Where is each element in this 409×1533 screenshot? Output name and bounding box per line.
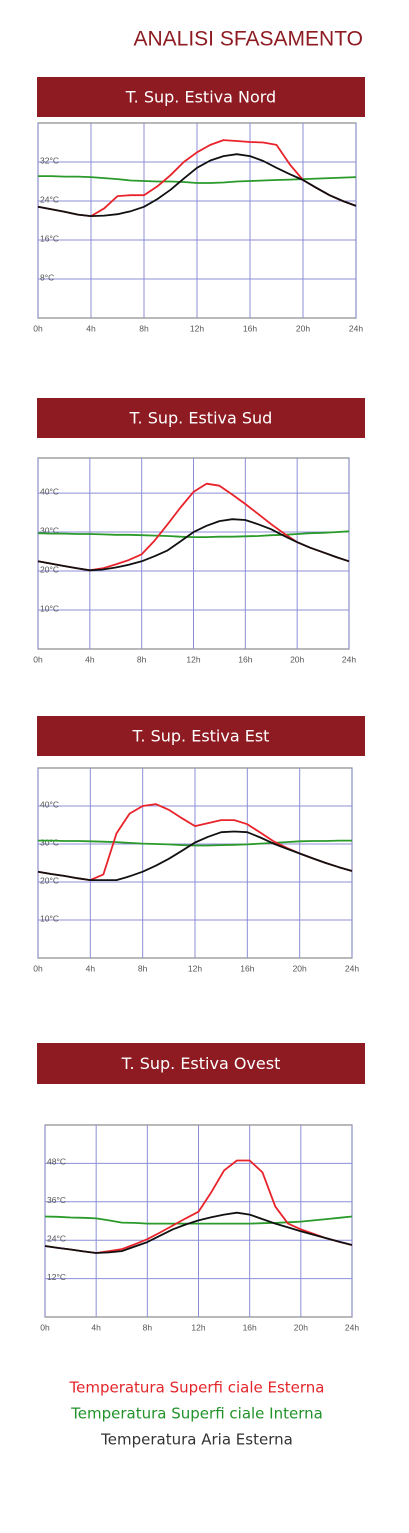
chart-title: T. Sup. Estiva Sud bbox=[129, 409, 273, 428]
legend-entry: Temperatura Superfi ciale Interna bbox=[70, 1405, 323, 1423]
series-line bbox=[37, 518, 350, 572]
series-line bbox=[37, 530, 350, 538]
legend-entry: Temperatura Aria Esterna bbox=[100, 1431, 293, 1449]
x-tick-label: 24h bbox=[342, 654, 356, 664]
y-tick-label: 40°C bbox=[40, 799, 59, 809]
x-tick-label: 20h bbox=[293, 963, 307, 973]
x-tick-label: 16h bbox=[243, 323, 257, 333]
chart-title: T. Sup. Estiva Est bbox=[132, 727, 270, 746]
x-tick-label: 20h bbox=[294, 1322, 308, 1332]
x-tick-label: 8h bbox=[138, 963, 148, 973]
chart-header bbox=[37, 398, 365, 438]
series-line bbox=[37, 830, 353, 881]
x-tick-label: 12h bbox=[188, 963, 202, 973]
x-tick-label: 0h bbox=[33, 963, 43, 973]
x-tick-label: 12h bbox=[191, 1322, 205, 1332]
x-tick-label: 4h bbox=[85, 654, 95, 664]
x-tick-label: 0h bbox=[40, 1322, 50, 1332]
x-tick-label: 16h bbox=[238, 654, 252, 664]
y-tick-label: 30°C bbox=[40, 837, 59, 847]
x-tick-label: 0h bbox=[33, 654, 43, 664]
y-tick-label: 16°C bbox=[40, 233, 59, 243]
x-tick-label: 0h bbox=[33, 323, 43, 333]
y-tick-label: 40°C bbox=[40, 486, 59, 496]
y-tick-label: 30°C bbox=[40, 525, 59, 535]
chart-title: T. Sup. Estiva Nord bbox=[125, 88, 276, 107]
chart-header bbox=[37, 77, 365, 117]
x-tick-label: 8h bbox=[139, 323, 149, 333]
x-tick-label: 16h bbox=[243, 1322, 257, 1332]
y-tick-label: 24°C bbox=[47, 1233, 66, 1243]
x-tick-label: 8h bbox=[137, 654, 147, 664]
x-tick-label: 24h bbox=[345, 1322, 359, 1332]
y-tick-label: 20°C bbox=[40, 875, 59, 885]
chart-title: T. Sup. Estiva Ovest bbox=[121, 1054, 281, 1073]
x-tick-label: 24h bbox=[345, 963, 359, 973]
y-tick-label: 32°C bbox=[40, 155, 59, 165]
y-tick-label: 8°C bbox=[40, 272, 54, 282]
x-tick-label: 20h bbox=[296, 323, 310, 333]
x-tick-label: 12h bbox=[186, 654, 200, 664]
x-tick-label: 24h bbox=[349, 323, 363, 333]
page-title: ANALISI SFASAMENTO bbox=[133, 28, 363, 51]
chart-header bbox=[37, 716, 365, 756]
x-tick-label: 4h bbox=[86, 323, 96, 333]
series-line bbox=[44, 1211, 353, 1254]
y-tick-label: 36°C bbox=[47, 1195, 66, 1205]
y-tick-label: 48°C bbox=[47, 1157, 66, 1167]
y-tick-label: 10°C bbox=[40, 603, 59, 613]
y-tick-label: 10°C bbox=[40, 913, 59, 923]
x-tick-label: 20h bbox=[290, 654, 304, 664]
x-tick-label: 4h bbox=[91, 1322, 101, 1332]
x-tick-label: 8h bbox=[143, 1322, 153, 1332]
series-line bbox=[44, 1215, 353, 1225]
x-tick-label: 12h bbox=[190, 323, 204, 333]
legend-entry: Temperatura Superfi ciale Esterna bbox=[68, 1379, 324, 1397]
y-tick-label: 12°C bbox=[47, 1272, 66, 1282]
x-tick-label: 16h bbox=[240, 963, 254, 973]
series-line bbox=[38, 839, 352, 847]
x-tick-label: 4h bbox=[86, 963, 96, 973]
chart-header bbox=[37, 1043, 365, 1084]
y-tick-label: 24°C bbox=[40, 194, 59, 204]
y-tick-label: 20°C bbox=[40, 564, 59, 574]
series-line bbox=[37, 153, 357, 217]
